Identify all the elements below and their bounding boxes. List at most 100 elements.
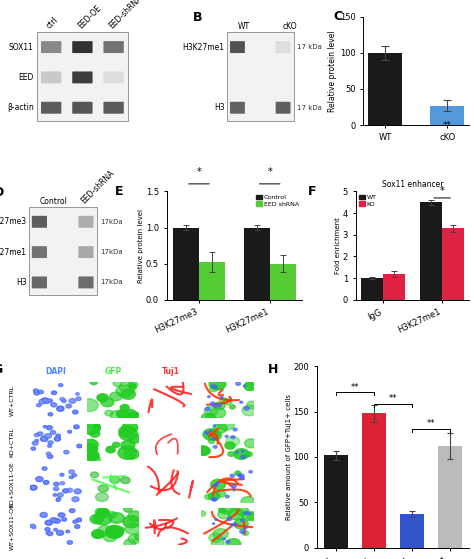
Circle shape [96,492,108,501]
Circle shape [85,457,91,462]
Circle shape [235,506,248,515]
Circle shape [46,435,50,437]
Circle shape [109,392,122,401]
Circle shape [78,519,81,521]
Text: EED-shRNA: EED-shRNA [107,0,144,31]
Circle shape [68,430,72,433]
Text: H3K27me1: H3K27me1 [182,42,225,51]
Circle shape [119,382,136,394]
Circle shape [48,413,53,416]
Circle shape [39,399,46,404]
Circle shape [124,506,132,512]
Circle shape [225,435,228,437]
Circle shape [234,449,249,459]
Circle shape [213,404,217,408]
Circle shape [59,494,62,496]
Circle shape [208,430,221,440]
Circle shape [48,444,52,447]
Circle shape [61,399,64,400]
Circle shape [74,425,79,429]
Circle shape [216,482,219,484]
Circle shape [69,476,73,479]
Circle shape [209,439,215,443]
Text: H3K27me3: H3K27me3 [0,217,27,226]
Text: 17kDa: 17kDa [100,249,123,255]
Circle shape [37,432,43,436]
Circle shape [228,452,235,456]
Circle shape [239,474,244,477]
Circle shape [105,410,113,416]
Text: ctrl: ctrl [45,16,60,31]
Circle shape [249,471,252,473]
Circle shape [205,414,214,420]
Circle shape [32,526,36,529]
Circle shape [226,437,240,446]
Circle shape [49,533,51,534]
Circle shape [121,389,136,399]
Bar [324,455,348,548]
Circle shape [53,392,55,394]
Bar [383,274,405,300]
Circle shape [246,452,252,457]
Circle shape [215,386,218,389]
Circle shape [36,440,37,441]
Circle shape [42,438,46,440]
Circle shape [210,408,226,418]
Circle shape [74,489,81,494]
Circle shape [216,490,226,497]
Text: DAPI: DAPI [46,367,66,376]
Circle shape [112,442,120,447]
Circle shape [69,399,76,403]
Circle shape [94,512,112,525]
Circle shape [61,482,64,484]
FancyBboxPatch shape [72,102,92,113]
FancyBboxPatch shape [276,41,291,53]
Circle shape [30,485,37,490]
Circle shape [42,467,47,470]
Circle shape [232,485,236,487]
Circle shape [242,405,257,416]
Circle shape [247,401,258,409]
FancyBboxPatch shape [32,246,47,258]
Circle shape [76,525,79,527]
Text: **: ** [389,395,397,404]
Text: EED: EED [18,73,34,82]
Legend: WT, KO: WT, KO [359,195,377,207]
Circle shape [74,521,76,522]
Circle shape [63,400,65,402]
Bar [368,53,402,125]
Circle shape [119,427,137,440]
Circle shape [56,498,61,500]
Bar [173,228,199,300]
Text: H3K27me1: H3K27me1 [0,248,27,257]
Circle shape [213,424,227,433]
Y-axis label: Fold enrichment: Fold enrichment [335,217,341,274]
Circle shape [43,425,46,428]
FancyBboxPatch shape [230,102,245,113]
Circle shape [124,449,139,459]
Circle shape [125,412,142,423]
Text: E: E [115,185,124,198]
Circle shape [118,446,137,459]
Circle shape [199,447,210,455]
Circle shape [78,445,81,447]
Circle shape [62,518,66,521]
Circle shape [40,437,48,442]
Circle shape [90,514,103,524]
Circle shape [128,511,143,522]
Text: F: F [308,185,316,198]
Circle shape [230,474,235,477]
Text: 17kDa: 17kDa [100,219,123,225]
Circle shape [75,426,78,428]
Circle shape [69,431,71,432]
Circle shape [33,527,35,528]
Circle shape [41,400,44,403]
Circle shape [196,446,210,455]
Circle shape [106,446,115,453]
Circle shape [44,399,50,404]
Circle shape [32,486,35,489]
Circle shape [119,409,138,422]
Text: β-actin: β-actin [7,103,34,112]
Circle shape [90,430,100,437]
Text: G: G [0,363,2,376]
